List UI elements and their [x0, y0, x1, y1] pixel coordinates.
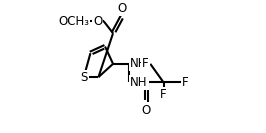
Text: NH: NH: [130, 76, 148, 89]
Text: F: F: [182, 76, 189, 89]
Text: F: F: [160, 88, 167, 101]
Text: F: F: [142, 57, 149, 70]
Text: O: O: [118, 2, 127, 15]
Text: OCH₃: OCH₃: [58, 15, 89, 28]
Text: NH: NH: [130, 57, 148, 70]
Text: O: O: [93, 15, 102, 28]
Text: S: S: [80, 71, 88, 84]
Text: O: O: [142, 104, 151, 117]
